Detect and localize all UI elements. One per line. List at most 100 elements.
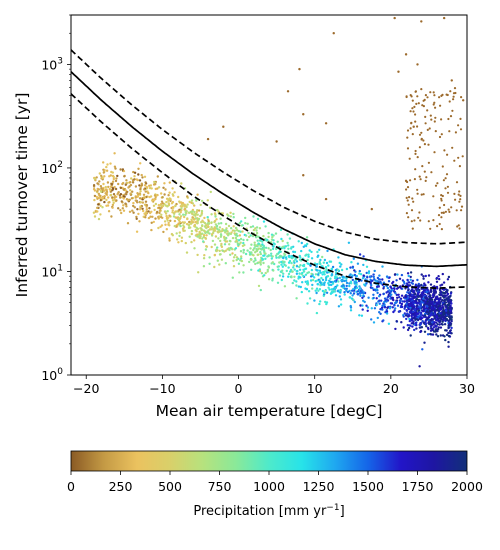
scatter-point xyxy=(443,303,447,306)
scatter-point xyxy=(353,286,357,289)
colorbar-tick-label: 1250 xyxy=(303,479,335,494)
scatter-point-tropical xyxy=(440,228,443,231)
scatter-point xyxy=(214,235,218,238)
scatter-point xyxy=(408,291,412,294)
scatter-point xyxy=(255,226,259,229)
scatter-point xyxy=(202,240,205,243)
scatter-point xyxy=(97,203,100,206)
scatter-point xyxy=(424,274,427,278)
scatter-point xyxy=(439,290,442,293)
scatter-point xyxy=(214,223,218,226)
scatter-point xyxy=(375,297,378,300)
colorbar-label: Precipitation [mm yr−1] xyxy=(193,503,344,519)
scatter-point-tropical xyxy=(408,157,411,160)
scatter-point xyxy=(229,215,232,218)
scatter-point-tropical xyxy=(406,199,409,202)
scatter-point xyxy=(396,273,399,276)
scatter-point xyxy=(412,312,415,316)
scatter-point xyxy=(402,315,405,318)
scatter-point xyxy=(334,294,338,297)
scatter-point xyxy=(223,235,226,239)
scatter-point xyxy=(186,217,189,221)
scatter-point xyxy=(218,226,222,229)
scatter-point-tropical xyxy=(460,205,464,208)
scatter-point xyxy=(432,326,436,329)
scatter-point xyxy=(450,307,453,310)
scatter-point xyxy=(180,207,183,210)
scatter-point xyxy=(110,170,113,174)
scatter-point xyxy=(121,168,125,171)
scatter-point xyxy=(143,212,146,215)
scatter-point xyxy=(203,216,206,220)
scatter-point xyxy=(181,221,184,224)
scatter-point xyxy=(326,249,329,253)
scatter-point xyxy=(367,272,371,275)
x-tick-label: 30 xyxy=(459,381,475,396)
scatter-point xyxy=(371,286,374,290)
scatter-point xyxy=(105,165,108,169)
scatter-point xyxy=(408,294,412,297)
scatter-point xyxy=(437,302,441,305)
scatter-point xyxy=(283,285,287,288)
scatter-point xyxy=(167,221,170,225)
scatter-point xyxy=(164,223,167,226)
scatter-point xyxy=(381,278,384,281)
scatter-point xyxy=(236,242,239,246)
central-curve xyxy=(71,71,467,268)
scatter-point xyxy=(93,215,97,218)
scatter-point xyxy=(349,280,353,283)
scatter-point xyxy=(341,275,345,279)
scatter-point xyxy=(95,195,99,199)
scatter-point xyxy=(298,268,302,271)
scatter-point xyxy=(256,217,260,221)
scatter-point xyxy=(273,262,276,266)
scatter-point xyxy=(315,263,319,266)
scatter-point xyxy=(229,240,232,243)
scatter-point xyxy=(360,279,363,282)
scatter-point-tropical xyxy=(438,135,442,139)
scatter-point xyxy=(264,271,267,275)
scatter-point xyxy=(409,271,413,274)
scatter-point-tropical xyxy=(407,216,410,219)
scatter-point xyxy=(331,282,335,285)
scatter-point xyxy=(293,275,296,278)
scatter-point xyxy=(366,309,369,312)
scatter-point-tropical xyxy=(432,103,435,106)
scatter-point xyxy=(438,311,441,315)
scatter-point xyxy=(417,286,420,289)
scatter-point-tropical xyxy=(440,94,443,97)
scatter-point xyxy=(348,284,351,288)
scatter-point xyxy=(356,290,359,293)
scatter-point xyxy=(411,301,414,305)
scatter-point xyxy=(254,251,257,254)
scatter-point xyxy=(304,287,307,290)
scatter-point xyxy=(187,211,191,214)
scatter-point xyxy=(315,291,318,295)
scatter-point xyxy=(211,239,215,243)
scatter-point xyxy=(386,306,389,310)
scatter-point xyxy=(262,234,265,238)
scatter-point xyxy=(259,247,263,250)
scatter-point-tropical xyxy=(439,104,442,107)
scatter-point xyxy=(269,248,272,252)
scatter-point-tropical xyxy=(415,102,418,105)
scatter-point xyxy=(101,196,105,199)
scatter-point xyxy=(92,184,96,187)
scatter-point xyxy=(362,274,365,277)
scatter-point xyxy=(255,231,259,235)
scatter-point xyxy=(235,256,239,259)
scatter-point xyxy=(156,175,159,178)
scatter-point xyxy=(171,209,174,212)
scatter-point xyxy=(136,194,140,197)
scatter-point xyxy=(161,196,164,199)
scatter-point xyxy=(138,197,142,200)
scatter-point xyxy=(295,265,299,268)
scatter-point xyxy=(410,318,413,322)
scatter-point xyxy=(430,298,434,301)
scatter-point xyxy=(427,327,430,331)
scatter-point xyxy=(339,303,343,306)
scatter-point xyxy=(215,249,218,253)
scatter-point xyxy=(343,287,347,290)
scatter-point xyxy=(237,262,241,265)
scatter-point xyxy=(111,196,114,199)
